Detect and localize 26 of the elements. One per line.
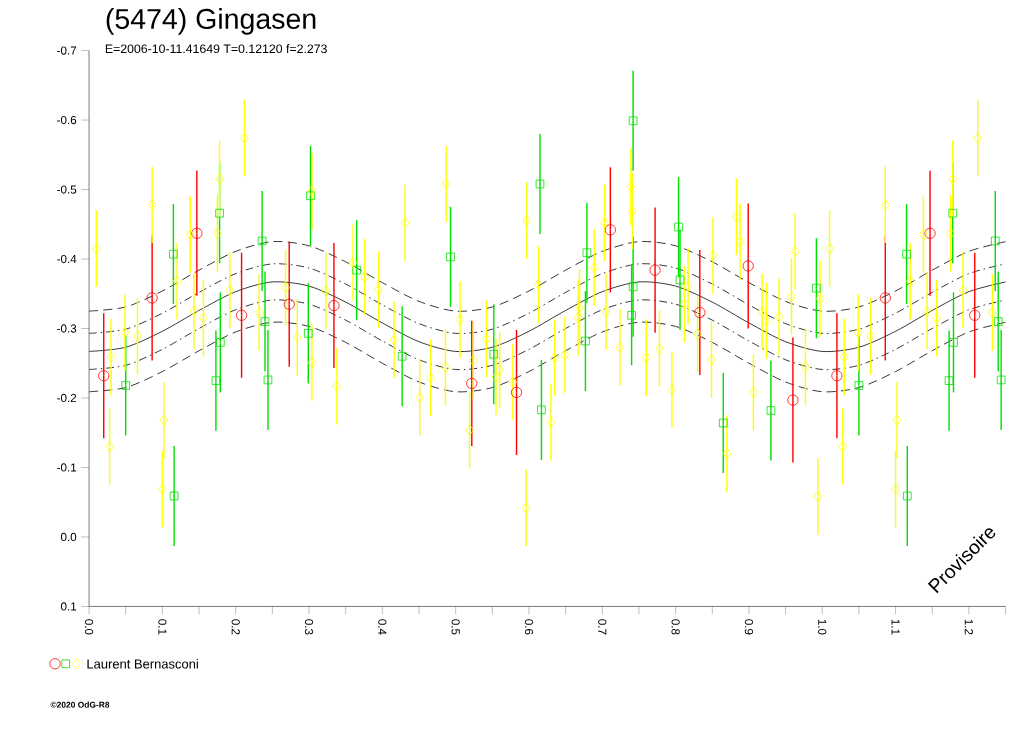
x-tick-label: 0.2 [231,619,240,635]
y-tick-label: -0.3 [57,324,77,333]
x-tick-label: 0.0 [84,619,94,635]
y-tick-label: -0.4 [57,254,77,263]
text: ©2020 OdG-R8 [50,701,110,708]
x-tick-label: 0.9 [744,619,754,635]
chart-subtitle: E=2006-10-11.41649 T=0.12120 f=2.273 [105,43,327,53]
y-tick-label: -0.1 [57,463,77,472]
x-tick-label: 1.2 [964,619,973,635]
x-tick-label: 0.5 [451,619,460,635]
x-tick-label: 0.6 [524,619,534,635]
y-tick-label: 0.0 [60,532,77,541]
x-tick-label: 0.8 [671,619,680,635]
y-tick-label: 0.1 [60,602,77,611]
y-tick-label: -0.5 [57,185,77,194]
y-tick-label: -0.2 [57,393,77,402]
x-tick-label: 0.3 [304,619,314,635]
x-tick-label: 1.0 [818,619,827,635]
text: Laurent Bernasconi [87,658,198,669]
x-tick-label: 0.7 [598,619,607,635]
x-tick-label: 1.1 [891,619,900,635]
y-tick-label: -0.6 [57,115,77,124]
x-tick-label: 0.1 [158,619,167,635]
y-tick-label: -0.7 [57,46,77,55]
chart-title: (5474) Gingasen [106,7,316,35]
x-tick-label: 0.4 [378,619,387,635]
